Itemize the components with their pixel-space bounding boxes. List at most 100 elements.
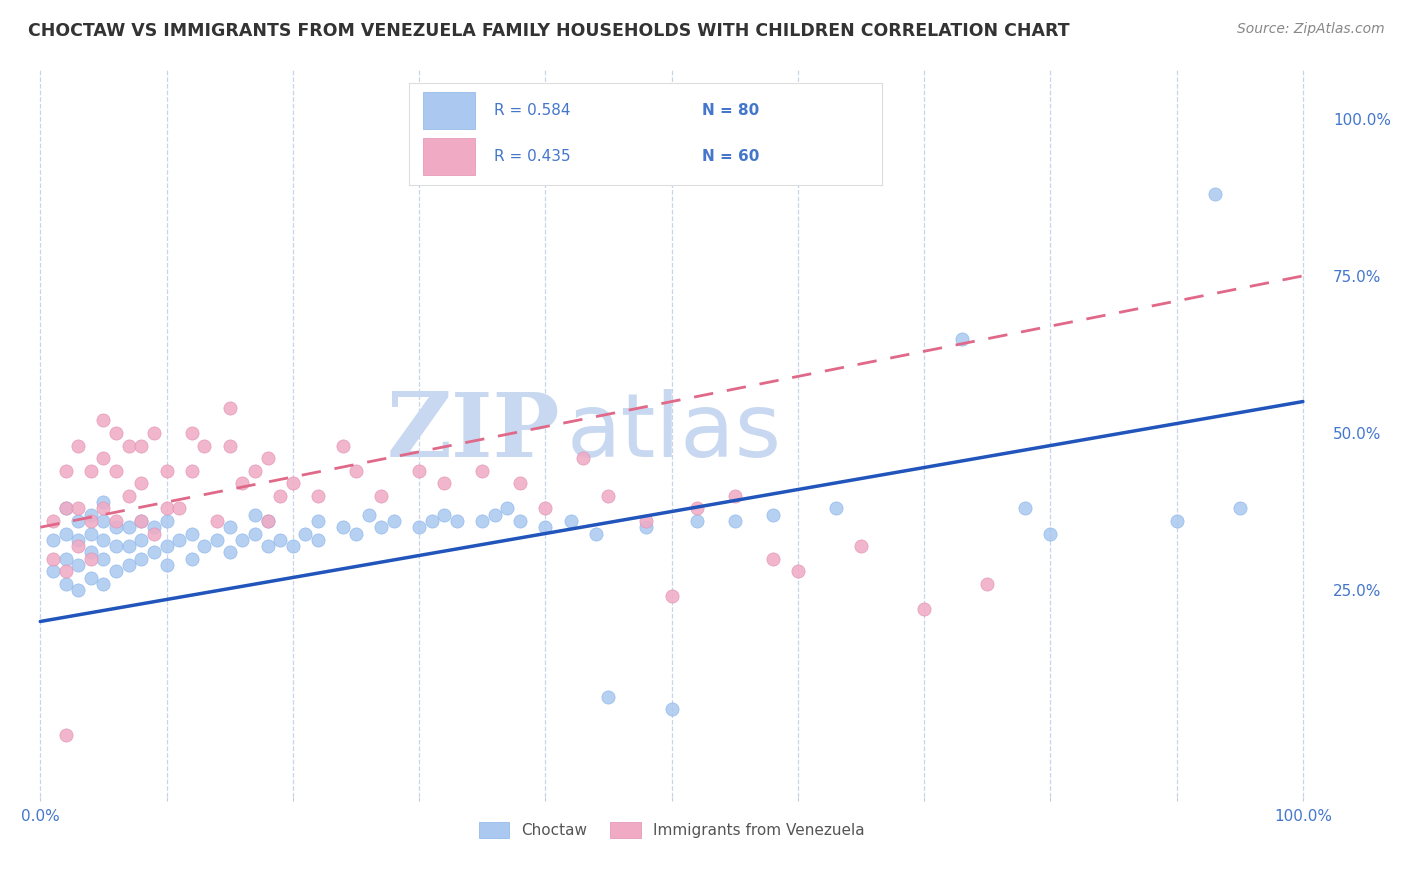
Point	[80, 551, 103, 566]
Point	[167, 533, 190, 547]
Point	[117, 520, 139, 534]
Point	[155, 501, 177, 516]
Point	[117, 438, 139, 452]
Point	[433, 476, 456, 491]
Point	[218, 401, 240, 415]
Point	[950, 332, 973, 346]
Point	[93, 451, 115, 466]
Point	[761, 508, 783, 522]
Point	[129, 476, 152, 491]
Point	[142, 520, 165, 534]
Point	[129, 551, 152, 566]
Point	[1166, 514, 1188, 528]
Point	[105, 520, 128, 534]
Point	[307, 489, 329, 503]
Point	[344, 526, 367, 541]
Point	[93, 413, 115, 427]
Point	[205, 533, 228, 547]
Point	[93, 495, 115, 509]
Point	[155, 539, 177, 553]
Point	[686, 514, 709, 528]
Point	[55, 576, 77, 591]
Point	[80, 545, 103, 559]
Point	[1229, 501, 1251, 516]
Point	[55, 501, 77, 516]
Point	[105, 539, 128, 553]
Point	[912, 602, 935, 616]
Point	[93, 533, 115, 547]
Point	[42, 564, 65, 578]
Point	[269, 489, 291, 503]
Point	[294, 526, 316, 541]
Point	[724, 489, 747, 503]
Point	[129, 514, 152, 528]
Point	[636, 520, 658, 534]
Point	[636, 514, 658, 528]
Point	[307, 514, 329, 528]
Legend: Choctaw, Immigrants from Venezuela: Choctaw, Immigrants from Venezuela	[472, 816, 870, 845]
Point	[598, 690, 620, 704]
Point	[180, 551, 202, 566]
Point	[509, 514, 531, 528]
Point	[382, 514, 405, 528]
Point	[193, 438, 215, 452]
Point	[269, 533, 291, 547]
Point	[67, 539, 90, 553]
Point	[243, 508, 266, 522]
Point	[167, 501, 190, 516]
Point	[218, 545, 240, 559]
Point	[155, 558, 177, 572]
Point	[786, 564, 808, 578]
Point	[117, 539, 139, 553]
Point	[42, 551, 65, 566]
Point	[256, 539, 278, 553]
Point	[55, 728, 77, 742]
Point	[408, 464, 430, 478]
Point	[433, 508, 456, 522]
Point	[849, 539, 872, 553]
Point	[129, 533, 152, 547]
Point	[142, 545, 165, 559]
Point	[67, 514, 90, 528]
Point	[55, 564, 77, 578]
Text: Source: ZipAtlas.com: Source: ZipAtlas.com	[1237, 22, 1385, 37]
Point	[256, 451, 278, 466]
Point	[155, 464, 177, 478]
Point	[117, 558, 139, 572]
Point	[93, 551, 115, 566]
Point	[80, 526, 103, 541]
Point	[42, 533, 65, 547]
Point	[67, 583, 90, 598]
Point	[193, 539, 215, 553]
Text: CHOCTAW VS IMMIGRANTS FROM VENEZUELA FAMILY HOUSEHOLDS WITH CHILDREN CORRELATION: CHOCTAW VS IMMIGRANTS FROM VENEZUELA FAM…	[28, 22, 1070, 40]
Point	[67, 533, 90, 547]
Point	[67, 438, 90, 452]
Point	[496, 501, 519, 516]
Point	[370, 489, 392, 503]
Point	[105, 564, 128, 578]
Point	[307, 533, 329, 547]
Point	[1014, 501, 1036, 516]
Point	[256, 514, 278, 528]
Point	[243, 526, 266, 541]
Point	[332, 438, 354, 452]
Point	[231, 533, 253, 547]
Point	[686, 501, 709, 516]
Point	[824, 501, 846, 516]
Point	[408, 520, 430, 534]
Point	[509, 476, 531, 491]
Point	[585, 526, 607, 541]
Point	[218, 520, 240, 534]
Point	[93, 576, 115, 591]
Point	[80, 508, 103, 522]
Point	[42, 514, 65, 528]
Point	[67, 501, 90, 516]
Point	[420, 514, 443, 528]
Point	[560, 514, 582, 528]
Point	[243, 464, 266, 478]
Point	[80, 570, 103, 584]
Point	[344, 464, 367, 478]
Point	[534, 501, 557, 516]
Point	[155, 514, 177, 528]
Point	[93, 501, 115, 516]
